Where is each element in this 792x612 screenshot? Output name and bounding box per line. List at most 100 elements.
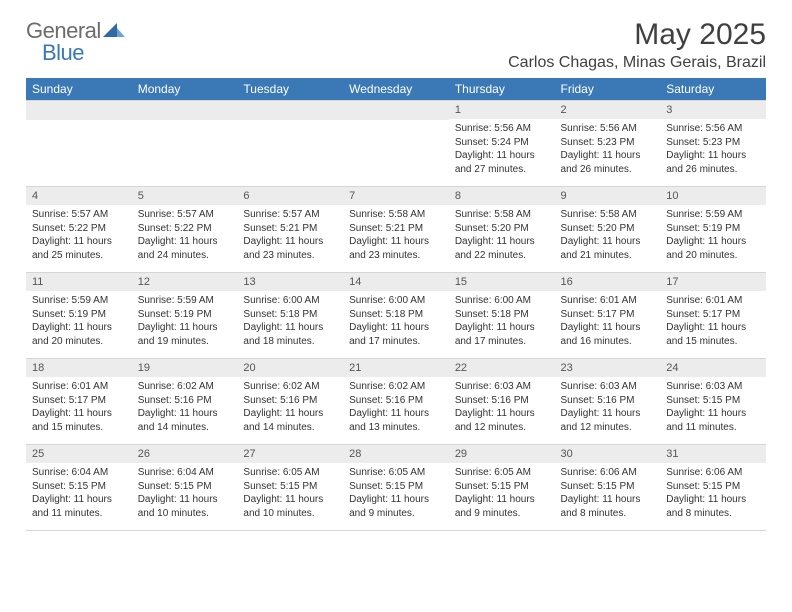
day-details: Sunrise: 6:06 AMSunset: 5:15 PMDaylight:…	[660, 463, 766, 522]
day-details: Sunrise: 5:59 AMSunset: 5:19 PMDaylight:…	[132, 291, 238, 350]
calendar-cell	[26, 101, 132, 187]
day-number: 7	[343, 187, 449, 205]
day-details: Sunrise: 6:03 AMSunset: 5:15 PMDaylight:…	[660, 377, 766, 436]
calendar-row: 11Sunrise: 5:59 AMSunset: 5:19 PMDayligh…	[26, 273, 766, 359]
day-number: 4	[26, 187, 132, 205]
day-number: 30	[555, 445, 661, 463]
calendar-cell: 9Sunrise: 5:58 AMSunset: 5:20 PMDaylight…	[555, 187, 661, 273]
calendar-cell: 16Sunrise: 6:01 AMSunset: 5:17 PMDayligh…	[555, 273, 661, 359]
day-number: 18	[26, 359, 132, 377]
day-details: Sunrise: 6:01 AMSunset: 5:17 PMDaylight:…	[26, 377, 132, 436]
empty-day-header	[237, 101, 343, 120]
calendar-cell: 3Sunrise: 5:56 AMSunset: 5:23 PMDaylight…	[660, 101, 766, 187]
day-number: 31	[660, 445, 766, 463]
calendar-cell: 30Sunrise: 6:06 AMSunset: 5:15 PMDayligh…	[555, 445, 661, 531]
calendar-cell: 12Sunrise: 5:59 AMSunset: 5:19 PMDayligh…	[132, 273, 238, 359]
day-number: 1	[449, 101, 555, 119]
weekday-header: Monday	[132, 78, 238, 101]
calendar-cell: 6Sunrise: 5:57 AMSunset: 5:21 PMDaylight…	[237, 187, 343, 273]
calendar-cell: 14Sunrise: 6:00 AMSunset: 5:18 PMDayligh…	[343, 273, 449, 359]
day-details: Sunrise: 6:05 AMSunset: 5:15 PMDaylight:…	[343, 463, 449, 522]
calendar-cell: 1Sunrise: 5:56 AMSunset: 5:24 PMDaylight…	[449, 101, 555, 187]
day-number: 29	[449, 445, 555, 463]
calendar-cell: 28Sunrise: 6:05 AMSunset: 5:15 PMDayligh…	[343, 445, 449, 531]
brand-text-blue: Blue	[42, 40, 84, 65]
day-details: Sunrise: 6:00 AMSunset: 5:18 PMDaylight:…	[343, 291, 449, 350]
calendar-cell: 20Sunrise: 6:02 AMSunset: 5:16 PMDayligh…	[237, 359, 343, 445]
day-number: 2	[555, 101, 661, 119]
calendar-row: 25Sunrise: 6:04 AMSunset: 5:15 PMDayligh…	[26, 445, 766, 531]
day-details: Sunrise: 6:04 AMSunset: 5:15 PMDaylight:…	[132, 463, 238, 522]
calendar-cell: 27Sunrise: 6:05 AMSunset: 5:15 PMDayligh…	[237, 445, 343, 531]
day-number: 26	[132, 445, 238, 463]
calendar-cell: 11Sunrise: 5:59 AMSunset: 5:19 PMDayligh…	[26, 273, 132, 359]
day-number: 10	[660, 187, 766, 205]
day-details: Sunrise: 5:56 AMSunset: 5:24 PMDaylight:…	[449, 119, 555, 178]
day-number: 21	[343, 359, 449, 377]
day-details: Sunrise: 6:02 AMSunset: 5:16 PMDaylight:…	[343, 377, 449, 436]
day-number: 17	[660, 273, 766, 291]
calendar-table: SundayMondayTuesdayWednesdayThursdayFrid…	[26, 78, 766, 531]
weekday-header: Saturday	[660, 78, 766, 101]
day-details: Sunrise: 5:57 AMSunset: 5:21 PMDaylight:…	[237, 205, 343, 264]
empty-day-header	[26, 101, 132, 120]
day-number: 5	[132, 187, 238, 205]
calendar-cell: 15Sunrise: 6:00 AMSunset: 5:18 PMDayligh…	[449, 273, 555, 359]
location-label: Carlos Chagas, Minas Gerais, Brazil	[508, 54, 766, 72]
calendar-cell: 19Sunrise: 6:02 AMSunset: 5:16 PMDayligh…	[132, 359, 238, 445]
calendar-row: 4Sunrise: 5:57 AMSunset: 5:22 PMDaylight…	[26, 187, 766, 273]
calendar-cell	[343, 101, 449, 187]
calendar-header: SundayMondayTuesdayWednesdayThursdayFrid…	[26, 78, 766, 101]
day-number: 3	[660, 101, 766, 119]
calendar-cell: 5Sunrise: 5:57 AMSunset: 5:22 PMDaylight…	[132, 187, 238, 273]
brand-triangle-icon	[103, 21, 125, 42]
calendar-cell: 10Sunrise: 5:59 AMSunset: 5:19 PMDayligh…	[660, 187, 766, 273]
day-number: 12	[132, 273, 238, 291]
day-details: Sunrise: 5:59 AMSunset: 5:19 PMDaylight:…	[660, 205, 766, 264]
calendar-cell: 25Sunrise: 6:04 AMSunset: 5:15 PMDayligh…	[26, 445, 132, 531]
calendar-cell: 7Sunrise: 5:58 AMSunset: 5:21 PMDaylight…	[343, 187, 449, 273]
day-details: Sunrise: 6:05 AMSunset: 5:15 PMDaylight:…	[237, 463, 343, 522]
calendar-cell: 26Sunrise: 6:04 AMSunset: 5:15 PMDayligh…	[132, 445, 238, 531]
calendar-cell: 21Sunrise: 6:02 AMSunset: 5:16 PMDayligh…	[343, 359, 449, 445]
day-number: 11	[26, 273, 132, 291]
calendar-body: 1Sunrise: 5:56 AMSunset: 5:24 PMDaylight…	[26, 101, 766, 531]
calendar-cell: 24Sunrise: 6:03 AMSunset: 5:15 PMDayligh…	[660, 359, 766, 445]
day-details: Sunrise: 6:01 AMSunset: 5:17 PMDaylight:…	[660, 291, 766, 350]
calendar-cell: 22Sunrise: 6:03 AMSunset: 5:16 PMDayligh…	[449, 359, 555, 445]
day-number: 14	[343, 273, 449, 291]
day-number: 15	[449, 273, 555, 291]
day-details: Sunrise: 5:59 AMSunset: 5:19 PMDaylight:…	[26, 291, 132, 350]
day-number: 23	[555, 359, 661, 377]
calendar-cell: 13Sunrise: 6:00 AMSunset: 5:18 PMDayligh…	[237, 273, 343, 359]
day-details: Sunrise: 6:02 AMSunset: 5:16 PMDaylight:…	[237, 377, 343, 436]
title-block: May 2025 Carlos Chagas, Minas Gerais, Br…	[508, 18, 766, 72]
day-details: Sunrise: 5:58 AMSunset: 5:20 PMDaylight:…	[555, 205, 661, 264]
day-number: 19	[132, 359, 238, 377]
calendar-cell: 8Sunrise: 5:58 AMSunset: 5:20 PMDaylight…	[449, 187, 555, 273]
day-number: 28	[343, 445, 449, 463]
calendar-cell: 4Sunrise: 5:57 AMSunset: 5:22 PMDaylight…	[26, 187, 132, 273]
day-details: Sunrise: 5:58 AMSunset: 5:21 PMDaylight:…	[343, 205, 449, 264]
day-details: Sunrise: 6:03 AMSunset: 5:16 PMDaylight:…	[555, 377, 661, 436]
weekday-header: Sunday	[26, 78, 132, 101]
day-details: Sunrise: 6:06 AMSunset: 5:15 PMDaylight:…	[555, 463, 661, 522]
weekday-header: Thursday	[449, 78, 555, 101]
day-number: 8	[449, 187, 555, 205]
day-details: Sunrise: 6:03 AMSunset: 5:16 PMDaylight:…	[449, 377, 555, 436]
day-number: 13	[237, 273, 343, 291]
calendar-row: 1Sunrise: 5:56 AMSunset: 5:24 PMDaylight…	[26, 101, 766, 187]
weekday-header: Tuesday	[237, 78, 343, 101]
weekday-header: Wednesday	[343, 78, 449, 101]
day-details: Sunrise: 5:57 AMSunset: 5:22 PMDaylight:…	[132, 205, 238, 264]
brand-text-blue-wrap: Blue	[42, 40, 84, 66]
calendar-cell: 17Sunrise: 6:01 AMSunset: 5:17 PMDayligh…	[660, 273, 766, 359]
weekday-header: Friday	[555, 78, 661, 101]
day-details: Sunrise: 6:02 AMSunset: 5:16 PMDaylight:…	[132, 377, 238, 436]
day-details: Sunrise: 6:05 AMSunset: 5:15 PMDaylight:…	[449, 463, 555, 522]
day-number: 24	[660, 359, 766, 377]
header: General May 2025 Carlos Chagas, Minas Ge…	[26, 18, 766, 72]
calendar-cell	[237, 101, 343, 187]
empty-day-header	[132, 101, 238, 120]
calendar-cell: 29Sunrise: 6:05 AMSunset: 5:15 PMDayligh…	[449, 445, 555, 531]
